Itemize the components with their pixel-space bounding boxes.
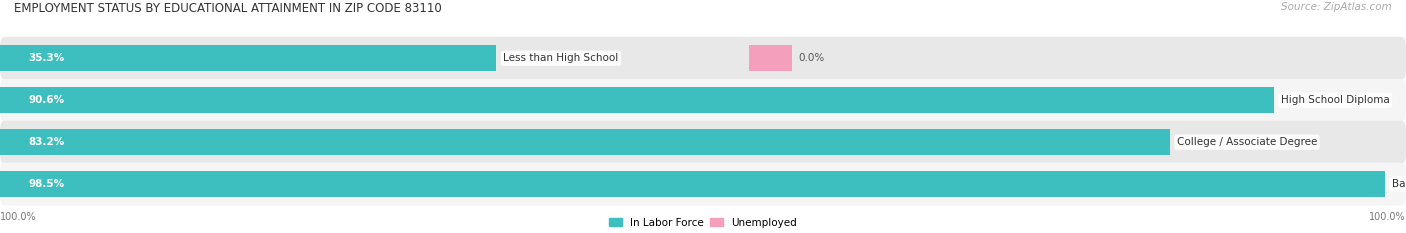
FancyBboxPatch shape: [0, 163, 1406, 206]
Text: 0.0%: 0.0%: [799, 53, 825, 63]
Bar: [0, 45, 496, 71]
Text: 83.2%: 83.2%: [28, 137, 65, 147]
FancyBboxPatch shape: [0, 79, 1406, 122]
Text: 35.3%: 35.3%: [28, 53, 65, 63]
FancyBboxPatch shape: [0, 121, 1406, 164]
Bar: [0, 87, 1274, 113]
Text: 98.5%: 98.5%: [28, 179, 65, 189]
Text: 100.0%: 100.0%: [0, 212, 37, 222]
FancyBboxPatch shape: [0, 37, 1406, 80]
Text: Source: ZipAtlas.com: Source: ZipAtlas.com: [1281, 2, 1392, 12]
Text: High School Diploma: High School Diploma: [1281, 95, 1389, 105]
Text: 100.0%: 100.0%: [1369, 212, 1406, 222]
Bar: [749, 45, 792, 71]
Text: Less than High School: Less than High School: [503, 53, 619, 63]
Text: EMPLOYMENT STATUS BY EDUCATIONAL ATTAINMENT IN ZIP CODE 83110: EMPLOYMENT STATUS BY EDUCATIONAL ATTAINM…: [14, 2, 441, 15]
Text: College / Associate Degree: College / Associate Degree: [1177, 137, 1317, 147]
Legend: In Labor Force, Unemployed: In Labor Force, Unemployed: [609, 218, 797, 228]
Text: Bachelor’s Degree or higher: Bachelor’s Degree or higher: [1392, 179, 1406, 189]
Bar: [0, 129, 1170, 155]
Text: 90.6%: 90.6%: [28, 95, 65, 105]
Bar: [0, 171, 1385, 197]
